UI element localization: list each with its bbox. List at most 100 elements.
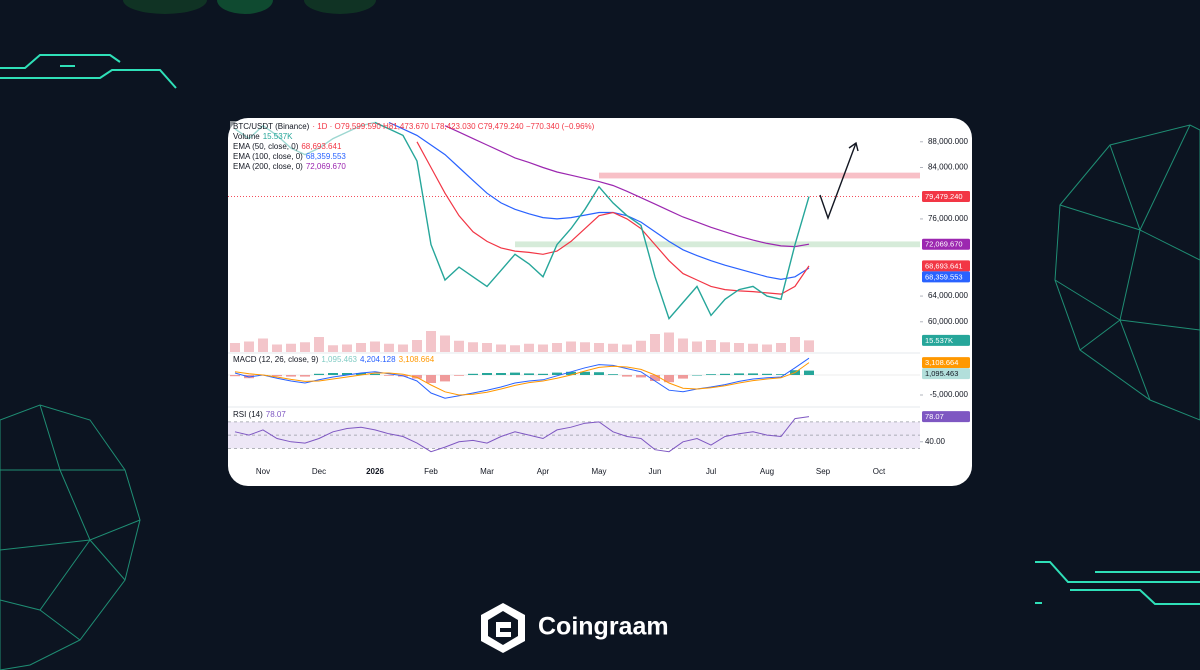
chart-card	[228, 118, 972, 486]
x-tick-label: 2026	[366, 467, 384, 476]
macd-histogram-bar	[412, 375, 422, 379]
volume-bar	[412, 340, 422, 352]
volume-bar	[734, 343, 744, 352]
volume-bar	[328, 345, 338, 352]
volume-bar	[790, 337, 800, 352]
legend-entry: EMA (50, close, 0) 68,693.641	[233, 142, 342, 151]
macd-histogram-bar	[454, 375, 464, 376]
macd-histogram-bar	[678, 375, 688, 379]
volume-bar	[608, 343, 618, 352]
legend-value: 72,069.670	[306, 162, 347, 171]
value-badge-label: 15.537K	[925, 336, 953, 345]
brand-logo	[481, 603, 525, 653]
macd-histogram-bar	[370, 373, 380, 375]
legend-value: 68,359.553	[306, 152, 347, 161]
projection-arrow	[819, 141, 859, 221]
legend-value: 3,108.664	[399, 355, 435, 364]
volume-bar	[496, 344, 506, 352]
macd-histogram-bar	[776, 374, 786, 375]
macd-histogram-bar	[594, 372, 604, 375]
price-zone	[599, 172, 920, 179]
volume-bar	[258, 338, 268, 352]
volume-bar	[594, 343, 604, 352]
sphere	[0, 124, 1200, 670]
macd-histogram-bar	[706, 374, 716, 375]
legend-value: 15.537K	[263, 132, 293, 141]
value-badge-label: 68,359.553	[925, 272, 963, 281]
value-badge-label: 72,069.670	[925, 240, 963, 249]
macd-histogram-bar	[482, 373, 492, 375]
value-badge-label: 79,479.240	[925, 192, 963, 201]
brand-name: Coingraam	[538, 613, 669, 641]
value-badge-label: 1,095.463	[925, 369, 958, 378]
volume-bar	[538, 344, 548, 352]
macd-histogram-bar	[384, 375, 394, 376]
x-tick-label: Mar	[480, 467, 494, 476]
legend-value: 68,693.641	[301, 142, 342, 151]
legend-entry: EMA (100, close, 0) 68,359.553	[233, 152, 346, 161]
legend-name: RSI (14)	[233, 410, 263, 419]
y-tick-label: -5,000.000	[930, 390, 969, 399]
volume-bar	[244, 341, 254, 352]
y-tick-label: 76,000.000	[928, 214, 969, 223]
macd-histogram-bar	[622, 375, 632, 377]
volume-bar	[762, 344, 772, 352]
x-tick-label: Feb	[424, 467, 438, 476]
volume-bar	[468, 342, 478, 352]
volume-bar	[300, 342, 310, 352]
value-badge	[922, 191, 970, 203]
macd-histogram-bar	[314, 373, 324, 375]
rsi-line	[234, 416, 810, 453]
volume-bar	[692, 341, 702, 352]
x-tick-label: Jul	[706, 467, 716, 476]
y-tick-label: 88,000.000	[928, 137, 969, 146]
x-tick-label: Apr	[537, 467, 550, 476]
volume-bar	[566, 341, 576, 352]
macd-histogram-bar	[580, 371, 590, 375]
volume-bar	[678, 338, 688, 352]
ema-line	[416, 141, 810, 295]
ema-line	[388, 121, 810, 281]
volume-bar	[398, 344, 408, 352]
macd-histogram-bar	[356, 373, 366, 375]
volume-bar	[454, 340, 464, 352]
legend-entry: RSI (14) 78.07	[233, 410, 286, 419]
volume-bar	[286, 343, 296, 352]
volume-bar	[426, 331, 436, 352]
volume-bar	[370, 341, 380, 352]
overlay: 60,000.000 64,000.000 76,000.000 84,000.000…	[230, 121, 970, 476]
macd-histogram-bar	[496, 373, 506, 375]
macd-histogram-bar	[328, 373, 338, 375]
macd-line	[234, 357, 810, 399]
macd-histogram-bar	[342, 373, 352, 375]
x-tick-label: Aug	[760, 467, 774, 476]
value-badge	[922, 271, 970, 283]
macd-histogram-bar	[286, 375, 296, 377]
value-badge	[922, 357, 970, 369]
volume-bar	[272, 344, 282, 352]
volume-bar	[510, 345, 520, 352]
symbol-name: BTC/USDT (Binance)	[233, 122, 310, 131]
macd-histogram-bar	[748, 373, 758, 375]
macd-histogram-bar	[608, 374, 618, 375]
macd-histogram-bar	[524, 373, 534, 375]
volume-bar	[356, 343, 366, 352]
macd-histogram-bar	[692, 375, 702, 376]
macd-histogram-bar	[440, 375, 450, 382]
macd-histogram-bar	[566, 371, 576, 375]
volume-bar	[804, 340, 814, 352]
macd-line	[234, 362, 810, 396]
y-tick-label: 40.00	[925, 437, 946, 446]
legend-value: 78.07	[266, 410, 287, 419]
x-tick-label: Oct	[873, 467, 886, 476]
volume-bar	[776, 343, 786, 352]
chart-header: BTC/USDT (Binance) · 1D · O79,599.590 H81…	[233, 122, 595, 131]
volume-bar	[384, 343, 394, 352]
value-badge	[922, 334, 970, 346]
volume-bar	[748, 343, 758, 352]
legend-name: Volume	[233, 132, 260, 141]
macd-histogram-bar	[510, 372, 520, 375]
plot-area	[228, 121, 920, 453]
value-badge	[922, 260, 970, 272]
